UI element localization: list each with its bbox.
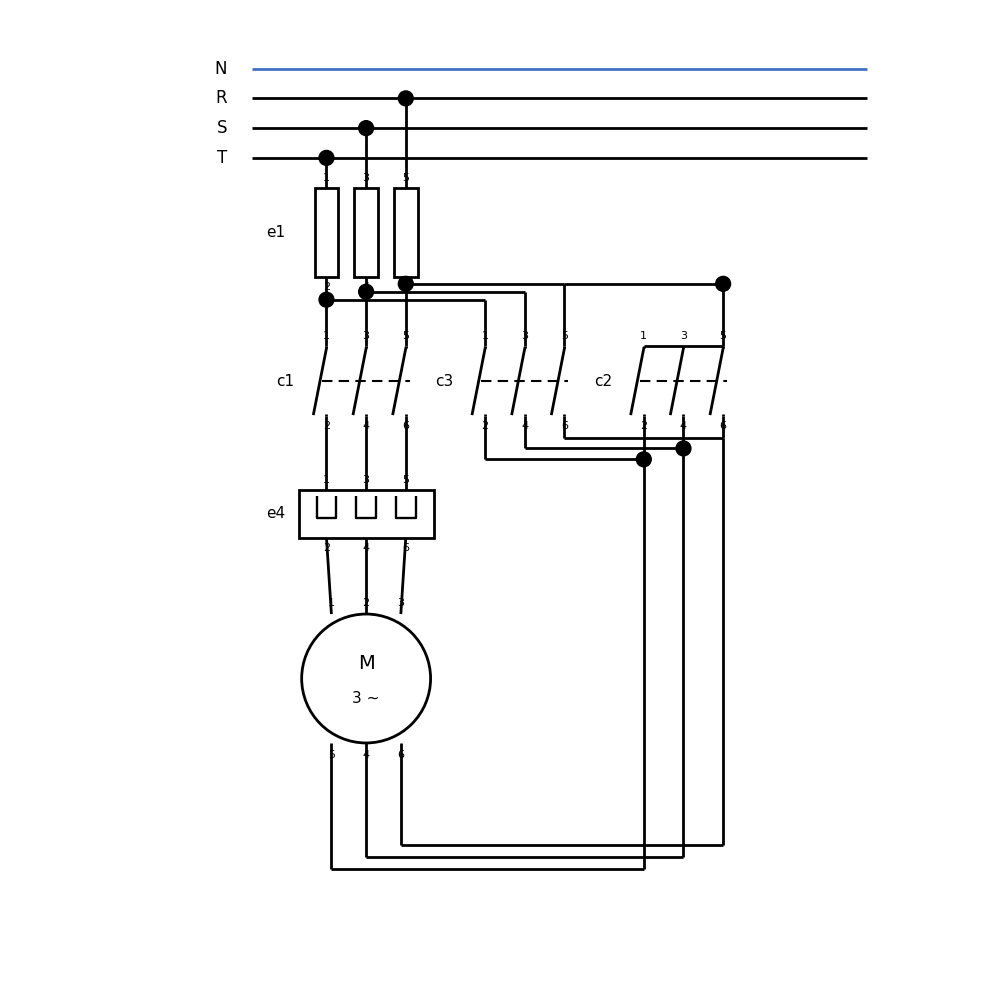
Text: 1: 1 [323, 475, 330, 485]
Text: N: N [215, 60, 227, 78]
Text: c3: c3 [435, 373, 453, 388]
Text: R: R [216, 89, 227, 107]
Text: 6: 6 [720, 421, 727, 431]
Circle shape [359, 284, 374, 299]
Text: 4: 4 [363, 421, 370, 431]
Text: 4: 4 [363, 750, 370, 760]
Text: 3: 3 [363, 475, 370, 485]
Text: e1: e1 [266, 225, 285, 240]
Text: 5: 5 [402, 173, 409, 183]
Text: e4: e4 [266, 506, 285, 521]
Text: 6: 6 [561, 421, 568, 431]
Text: 1: 1 [323, 173, 330, 183]
Text: c1: c1 [277, 373, 295, 388]
Text: 2: 2 [363, 598, 370, 608]
Text: 1: 1 [640, 331, 647, 341]
Text: 1: 1 [323, 331, 330, 341]
Text: M: M [358, 654, 375, 673]
Text: 3: 3 [680, 331, 687, 341]
Circle shape [676, 441, 691, 456]
Bar [315, 188, 338, 277]
Text: 3: 3 [363, 331, 370, 341]
Text: 3: 3 [521, 331, 528, 341]
Text: 2: 2 [640, 421, 647, 431]
Text: 3 ~: 3 ~ [352, 691, 380, 706]
Text: 4: 4 [680, 421, 687, 431]
Bar [394, 188, 418, 277]
Bar [299, 490, 434, 538]
Text: c2: c2 [594, 373, 612, 388]
Circle shape [716, 276, 731, 291]
Text: 3: 3 [397, 598, 404, 608]
Text: 1: 1 [328, 598, 335, 608]
Text: 6: 6 [402, 421, 409, 431]
Text: 2: 2 [482, 421, 489, 431]
Text: 4: 4 [363, 543, 370, 553]
Text: 2: 2 [323, 282, 330, 292]
Text: 6: 6 [402, 543, 409, 553]
Text: 6: 6 [402, 282, 409, 292]
Circle shape [359, 121, 374, 136]
Circle shape [319, 150, 334, 165]
Text: T: T [217, 149, 227, 167]
Text: 6: 6 [397, 750, 404, 760]
Text: 2: 2 [323, 543, 330, 553]
Circle shape [319, 292, 334, 307]
Text: 4: 4 [363, 282, 370, 292]
Text: S: S [217, 119, 227, 137]
Text: 3: 3 [363, 173, 370, 183]
Text: 5: 5 [402, 331, 409, 341]
Circle shape [398, 276, 413, 291]
Text: 5: 5 [328, 750, 335, 760]
Text: 1: 1 [482, 331, 489, 341]
Bar [354, 188, 378, 277]
Text: 5: 5 [402, 475, 409, 485]
Circle shape [636, 452, 651, 467]
Text: 5: 5 [720, 331, 727, 341]
Circle shape [398, 91, 413, 106]
Text: 4: 4 [521, 421, 528, 431]
Text: 5: 5 [561, 331, 568, 341]
Text: 2: 2 [323, 421, 330, 431]
